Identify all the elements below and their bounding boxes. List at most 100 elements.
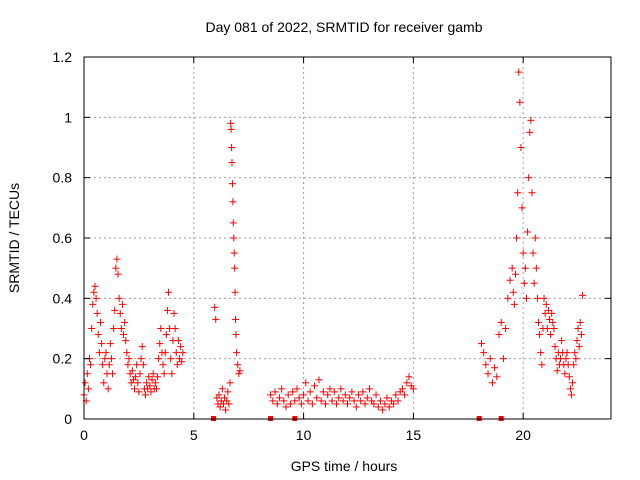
data-point — [152, 385, 160, 393]
data-point — [528, 189, 536, 197]
data-point — [495, 331, 503, 339]
data-point — [107, 355, 115, 363]
data-point — [100, 379, 108, 387]
data-point — [538, 361, 546, 369]
data-point — [286, 400, 294, 408]
data-point — [561, 370, 569, 378]
data-point — [118, 300, 126, 308]
data-point — [376, 397, 384, 405]
data-point — [135, 388, 143, 396]
data-point — [171, 325, 179, 332]
data-point — [392, 391, 400, 399]
data-point — [157, 325, 165, 332]
y-tick-label: 0.6 — [53, 230, 73, 246]
data-point — [106, 340, 114, 348]
y-axis: 0 0.2 0.4 0.6 0.8 1 1.2 — [53, 49, 611, 427]
data-point — [94, 331, 102, 339]
data-point — [146, 382, 154, 390]
data-point — [522, 294, 530, 302]
data-point — [232, 315, 240, 323]
data-point — [337, 385, 345, 393]
data-point — [357, 397, 365, 405]
data-point — [280, 397, 288, 405]
x-tick-label: 10 — [296, 427, 312, 443]
data-point — [304, 397, 312, 405]
data-point — [344, 400, 351, 408]
x-axis: 0 5 10 15 20 — [80, 57, 531, 443]
data-point — [361, 400, 369, 408]
data-point — [385, 403, 393, 411]
data-point — [229, 198, 237, 206]
data-point — [178, 358, 186, 366]
data-point — [230, 249, 238, 257]
data-point — [222, 406, 230, 414]
data-point — [531, 234, 539, 242]
data-point — [477, 340, 485, 348]
data-point — [383, 394, 391, 402]
data-point — [96, 318, 104, 326]
data-point — [315, 376, 323, 384]
data-point — [350, 397, 358, 405]
data-point — [491, 364, 499, 372]
data-point — [405, 373, 413, 381]
y-tick-label: 1 — [64, 109, 72, 125]
data-point — [155, 355, 163, 363]
data-point — [159, 361, 167, 369]
data-point — [502, 325, 510, 332]
data-point — [403, 379, 411, 387]
data-point — [173, 361, 181, 369]
x-tick-label: 5 — [190, 427, 198, 443]
data-point — [562, 355, 570, 363]
data-point — [147, 388, 155, 396]
data-point — [326, 385, 334, 393]
data-point — [532, 264, 540, 272]
data-point — [533, 294, 541, 302]
data-point — [145, 373, 153, 381]
data-point — [541, 309, 549, 317]
data-point — [275, 394, 283, 402]
data-point — [92, 294, 100, 302]
data-point — [409, 385, 417, 393]
data-point — [308, 400, 316, 408]
data-point — [99, 361, 107, 369]
data-point — [163, 306, 171, 314]
x-axis-label: GPS time / hours — [291, 458, 398, 474]
data-point — [115, 294, 123, 302]
data-point — [530, 279, 538, 287]
data-point — [521, 264, 529, 272]
data-point — [333, 400, 341, 408]
data-point — [230, 234, 238, 242]
data-point — [515, 68, 523, 76]
data-point — [346, 394, 354, 402]
data-point — [546, 315, 554, 323]
data-point — [236, 367, 244, 375]
data-point — [269, 397, 277, 405]
data-point — [112, 264, 120, 272]
data-point — [341, 391, 349, 399]
data-point — [123, 349, 131, 357]
data-point — [527, 116, 535, 124]
data-point — [231, 288, 239, 296]
y-tick-label: 0.2 — [53, 351, 73, 367]
data-point — [218, 385, 226, 393]
data-point — [156, 340, 164, 348]
data-point — [536, 331, 544, 339]
data-point — [104, 385, 112, 393]
data-point — [125, 355, 133, 363]
data-point — [524, 228, 532, 236]
data-point — [101, 355, 109, 363]
data-point — [548, 309, 556, 317]
data-point — [504, 294, 512, 302]
data-point — [381, 400, 389, 408]
data-point — [161, 349, 169, 357]
data-point — [571, 349, 579, 357]
data-point — [105, 361, 113, 369]
data-point — [550, 325, 558, 332]
data-point — [519, 249, 527, 257]
data-point — [177, 343, 185, 351]
data-point — [482, 361, 490, 369]
y-tick-label: 0.4 — [53, 290, 73, 306]
data-point — [109, 370, 117, 378]
data-point — [537, 349, 545, 357]
data-point — [102, 349, 110, 357]
